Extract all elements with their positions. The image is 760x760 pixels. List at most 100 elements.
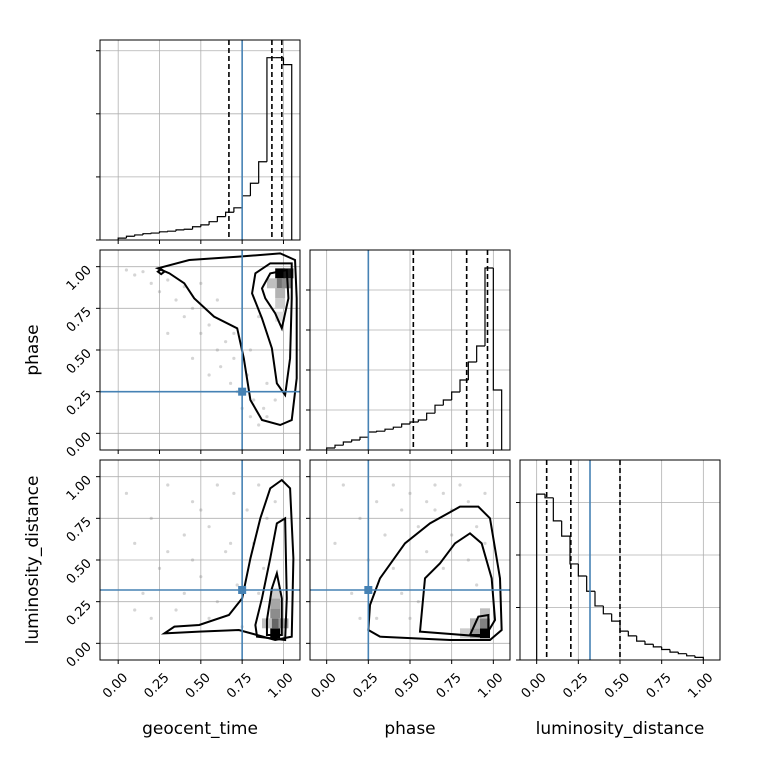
sample-point <box>166 483 170 487</box>
histogram-bin <box>233 207 243 213</box>
sample-point <box>215 348 219 352</box>
x-tick-label: 0.25 <box>560 670 591 701</box>
histogram-bin <box>367 431 377 438</box>
sample-point <box>265 516 269 520</box>
sample-point <box>166 278 170 282</box>
sample-point <box>190 500 195 504</box>
x-axis-label: phase <box>384 719 435 739</box>
histogram-bin <box>451 391 460 400</box>
density-cell <box>270 628 281 639</box>
contour <box>367 505 503 641</box>
histogram-bin <box>586 576 595 592</box>
contour <box>254 516 288 642</box>
sample-point <box>228 541 233 545</box>
histogram-bin <box>117 237 127 240</box>
sample-point <box>245 508 249 512</box>
sample-point <box>483 541 487 545</box>
histogram-bin <box>459 379 469 392</box>
plot-area <box>100 250 300 450</box>
density-cell <box>275 311 286 322</box>
histogram-bin <box>359 436 369 440</box>
sample-point <box>358 516 362 520</box>
sample-point <box>265 381 269 385</box>
x-axis-label: luminosity_distance <box>536 719 705 739</box>
contour <box>251 262 293 398</box>
histogram-bin <box>476 345 485 362</box>
sample-point <box>273 398 277 402</box>
sample-point <box>248 348 253 352</box>
sample-point <box>215 298 219 302</box>
histogram-bin <box>258 161 267 184</box>
histogram-bin <box>636 635 645 642</box>
panel-frame <box>99 39 301 241</box>
histogram-bin <box>409 421 419 424</box>
histogram-bin <box>544 494 554 499</box>
histogram-bin <box>225 211 234 217</box>
contour <box>468 613 490 636</box>
y-tick-label: 0.25 <box>64 388 95 419</box>
histogram-bin <box>249 182 259 196</box>
sample-point <box>124 268 129 272</box>
sample-point <box>235 583 239 587</box>
histogram-bin <box>208 221 218 225</box>
contour <box>154 252 298 427</box>
histogram-bin <box>216 216 226 222</box>
histogram-bin <box>401 423 410 428</box>
density-cell <box>275 298 286 309</box>
sample-point <box>149 616 153 620</box>
sample-point <box>252 398 256 402</box>
contour <box>418 532 497 638</box>
sample-point <box>182 591 186 595</box>
sample-point <box>141 591 145 595</box>
plot-area <box>100 40 300 240</box>
y-axis-label: luminosity_distance <box>23 476 43 645</box>
histogram-bin <box>611 613 620 622</box>
histogram-bin <box>552 497 562 522</box>
x-tick-label: 0.75 <box>224 670 255 701</box>
histogram-bin <box>594 591 604 607</box>
histogram-bin <box>191 226 201 230</box>
sample-point <box>141 270 145 274</box>
sample-point <box>400 591 404 595</box>
y-tick-label: 0.25 <box>64 598 95 629</box>
sample-point <box>416 525 420 529</box>
density-cell <box>266 278 277 289</box>
sample-point <box>450 533 454 537</box>
x-tick-label: 0.00 <box>100 670 131 701</box>
histogram-bin <box>351 439 360 442</box>
sample-point <box>228 381 233 385</box>
sample-point <box>383 533 387 537</box>
sample-point <box>124 491 129 495</box>
histogram-bin <box>677 652 687 655</box>
histogram-bin <box>376 430 385 432</box>
sample-point <box>232 356 236 360</box>
sample-point <box>133 541 137 545</box>
contour <box>156 267 167 276</box>
sample-point <box>358 616 362 620</box>
sample-point <box>350 591 354 595</box>
sample-point <box>262 406 266 410</box>
sample-point <box>207 373 211 377</box>
sample-point <box>215 483 219 487</box>
density-cell <box>275 268 286 279</box>
histogram-bin <box>686 653 695 657</box>
x-tick-label: 0.25 <box>141 670 172 701</box>
sample-point <box>232 331 236 335</box>
plot-area <box>310 460 510 660</box>
sample-point <box>483 491 487 495</box>
sample-point <box>262 566 266 570</box>
sample-point <box>182 315 186 319</box>
sample-point <box>224 550 228 554</box>
histogram-bin <box>644 641 654 645</box>
density-cell <box>270 618 281 629</box>
density-cell <box>480 618 490 629</box>
density-cell <box>283 268 294 279</box>
sample-point <box>182 533 186 537</box>
histogram-bin <box>125 235 135 239</box>
sample-point <box>190 356 195 360</box>
density-cell <box>480 608 490 619</box>
sample-point <box>190 306 195 310</box>
sample-point <box>207 323 211 327</box>
x-tick-label: 0.50 <box>392 670 423 701</box>
sample-point <box>391 566 395 570</box>
